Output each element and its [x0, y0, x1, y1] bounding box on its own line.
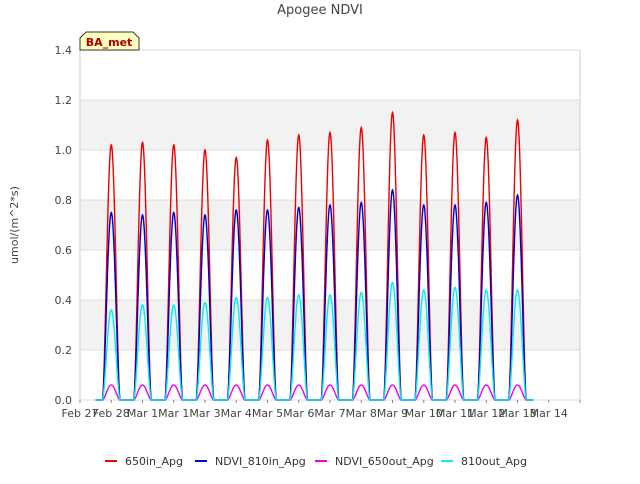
series-line-810out_Apg — [95, 281, 534, 401]
y-tick-label: 0.0 — [55, 394, 73, 407]
y-tick-label: 1.4 — [55, 44, 73, 57]
x-tick-label: Mar 6 — [283, 407, 314, 420]
plot-band — [80, 300, 580, 350]
legend-label: NDVI_650out_Apg — [335, 455, 434, 468]
y-tick-label: 0.8 — [55, 194, 73, 207]
chart-title: Apogee NDVI — [277, 3, 363, 18]
y-ticks: 0.0 0.2 0.4 0.6 0.8 1.0 1.2 1.4 — [55, 44, 73, 407]
y-tick-label: 1.0 — [55, 144, 73, 157]
series-line-650in_Apg — [95, 110, 534, 401]
x-tick-label: Mar 3 — [189, 407, 220, 420]
legend-label: 650in_Apg — [125, 455, 183, 468]
annotation-badge-shape — [79, 31, 140, 51]
x-tick-label: Mar 7 — [314, 407, 345, 420]
y-tick-label: 1.2 — [55, 94, 73, 107]
annotation-badge: BA_met — [79, 31, 140, 51]
y-tick-label: 0.2 — [55, 344, 73, 357]
x-tick-label: Mar 1 — [158, 407, 189, 420]
x-tick-label: Mar 14 — [530, 407, 568, 420]
legend-label: NDVI_810in_Apg — [215, 455, 306, 468]
x-tick-label: Mar 12 — [467, 407, 505, 420]
x-tick-label: Mar 8 — [346, 407, 377, 420]
plot-band — [80, 200, 580, 250]
x-tick-label: Mar 10 — [405, 407, 443, 420]
plot-band — [80, 100, 580, 150]
x-tick-label: Feb 27 — [62, 407, 99, 420]
y-tick-label: 0.4 — [55, 294, 73, 307]
plot-bands — [80, 100, 580, 350]
x-tick-label: Mar 1 — [127, 407, 158, 420]
legend-label: 810out_Apg — [461, 455, 527, 468]
y-tick-label: 0.6 — [55, 244, 73, 257]
series-layer — [95, 110, 534, 401]
x-tick-label: Mar 9 — [377, 407, 408, 420]
annotation-label: BA_met — [86, 36, 133, 49]
legend: 650in_Apg NDVI_810in_Apg NDVI_650out_Apg 81… — [105, 455, 527, 468]
x-tick-label: Mar 4 — [221, 407, 252, 420]
x-tick-label: Mar 11 — [436, 407, 474, 420]
x-tick-label: Feb 28 — [93, 407, 130, 420]
x-tick-label: Mar 5 — [252, 407, 283, 420]
x-tick-label: Mar 13 — [498, 407, 536, 420]
series-line-NDVI_650out_Apg — [95, 384, 534, 401]
y-axis-label: umol/(m^2*s) — [8, 186, 21, 264]
